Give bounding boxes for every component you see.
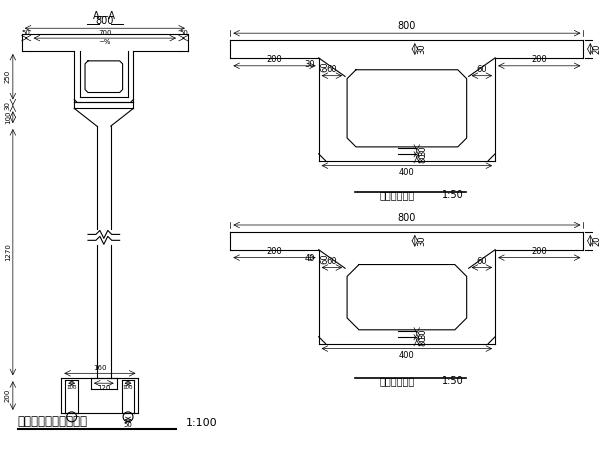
- Text: 30: 30: [419, 328, 428, 339]
- Text: 80: 80: [419, 335, 428, 346]
- Text: 60: 60: [326, 256, 337, 266]
- Text: 30: 30: [417, 235, 426, 246]
- Text: 400: 400: [399, 351, 415, 360]
- Text: 跨中截面详图: 跨中截面详图: [379, 190, 415, 200]
- Text: 800: 800: [95, 16, 114, 26]
- Text: 40: 40: [304, 255, 314, 264]
- Text: 应力连续预案桥截面图: 应力连续预案桥截面图: [18, 415, 88, 428]
- Text: 800: 800: [398, 21, 416, 31]
- Text: 1:50: 1:50: [442, 190, 463, 200]
- Text: 50: 50: [124, 422, 133, 428]
- Text: 1:100: 1:100: [186, 418, 218, 428]
- Text: A—A: A—A: [94, 11, 116, 21]
- Text: 60: 60: [320, 62, 329, 72]
- Text: 250: 250: [5, 70, 11, 83]
- Text: 100: 100: [5, 110, 11, 124]
- Text: 30: 30: [5, 101, 11, 110]
- Text: 100: 100: [123, 385, 133, 390]
- Text: 400: 400: [399, 168, 415, 177]
- Text: 60: 60: [476, 65, 487, 74]
- Text: 80: 80: [419, 152, 428, 162]
- Text: 20: 20: [592, 235, 600, 246]
- Text: 200: 200: [266, 55, 283, 64]
- Text: 800: 800: [398, 213, 416, 223]
- Text: 1:50: 1:50: [442, 376, 463, 386]
- Text: 200: 200: [5, 389, 11, 402]
- Text: 120: 120: [97, 385, 110, 391]
- Text: 60: 60: [326, 65, 337, 74]
- Text: 20: 20: [592, 44, 600, 54]
- Text: 200: 200: [266, 247, 283, 256]
- Text: 30: 30: [419, 145, 428, 156]
- Text: 60: 60: [320, 254, 329, 264]
- Text: 60: 60: [476, 256, 487, 266]
- Text: 支点截面详图: 支点截面详图: [379, 376, 415, 386]
- Text: 200: 200: [532, 247, 547, 256]
- Text: 100: 100: [67, 385, 77, 390]
- Text: ~%: ~%: [98, 39, 111, 45]
- Text: 50: 50: [22, 30, 31, 36]
- Text: 160: 160: [93, 365, 107, 371]
- Text: 1270: 1270: [5, 243, 11, 261]
- Text: 50: 50: [179, 30, 188, 36]
- Text: 30: 30: [304, 60, 314, 69]
- Text: 30: 30: [417, 44, 426, 54]
- Text: 700: 700: [98, 30, 112, 36]
- Text: 200: 200: [532, 55, 547, 64]
